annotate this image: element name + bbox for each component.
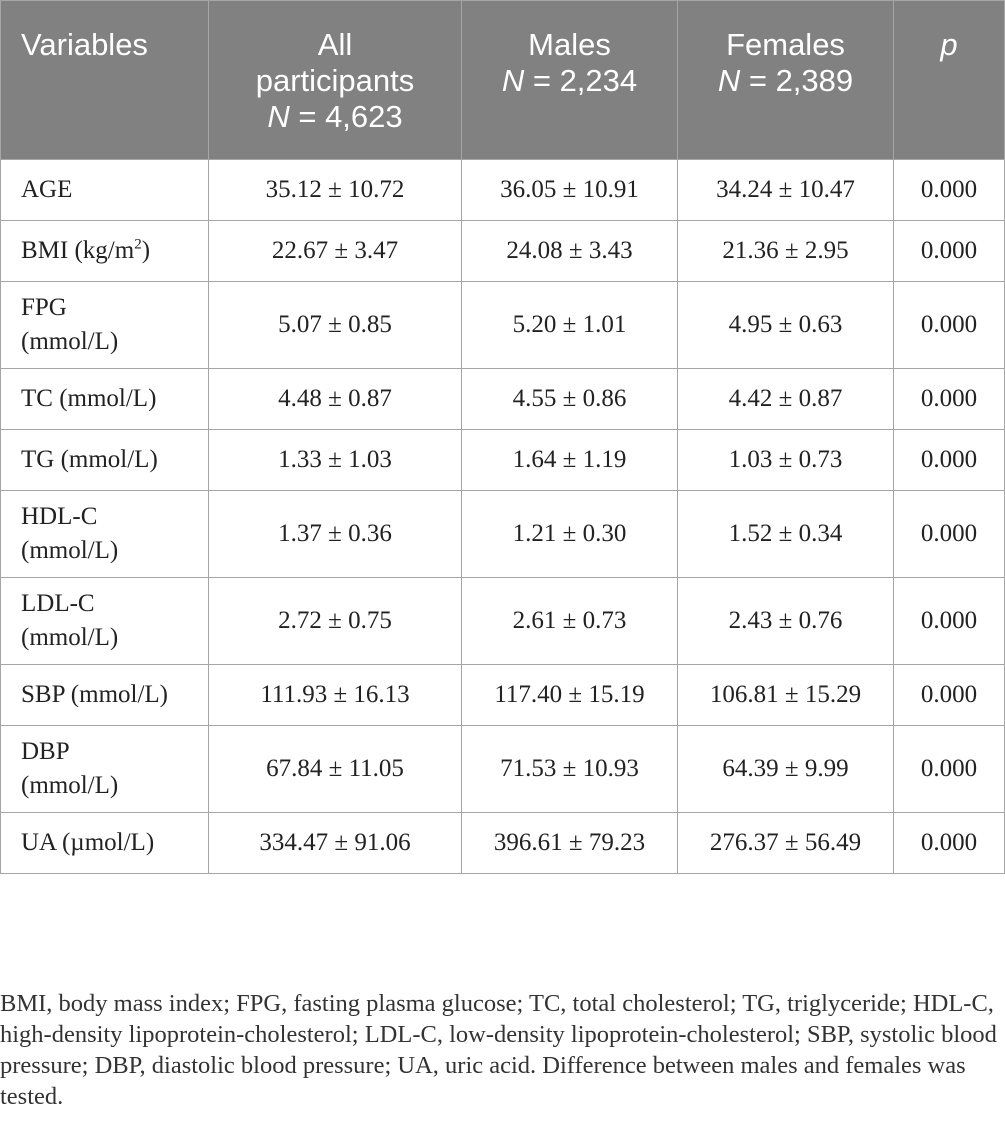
cell-all: 67.84 ± 11.05 (208, 725, 462, 813)
cell-all: 22.67 ± 3.47 (208, 220, 462, 282)
variable-line1: DBP (21, 738, 70, 765)
variable-line2: (mmol/L) (21, 624, 119, 651)
cell-females: 106.81 ± 15.29 (677, 664, 894, 726)
table-row: TG (mmol/L) 1.33 ± 1.03 1.64 ± 1.19 1.03… (0, 429, 1005, 491)
cell-p: 0.000 (893, 490, 1005, 578)
table-row: FPG (mmol/L) 5.07 ± 0.85 5.20 ± 1.01 4.95… (0, 281, 1005, 369)
table-body: AGE 35.12 ± 10.72 36.05 ± 10.91 34.24 ± … (0, 159, 1005, 874)
cell-all: 2.72 ± 0.75 (208, 577, 462, 665)
header-row: Variables All participants N = 4,623 Mal… (0, 0, 1005, 160)
superscript: 2 (134, 236, 142, 253)
cell-males: 71.53 ± 10.93 (461, 725, 678, 813)
row-variable: TG (mmol/L) (0, 429, 209, 491)
cell-all: 111.93 ± 16.13 (208, 664, 462, 726)
row-variable: TC (mmol/L) (0, 368, 209, 430)
row-variable: FPG (mmol/L) (0, 281, 209, 369)
cell-males: 24.08 ± 3.43 (461, 220, 678, 282)
header-females-n-value: = 2,389 (740, 63, 854, 98)
cell-all: 1.37 ± 0.36 (208, 490, 462, 578)
variable-text-end: ) (141, 237, 151, 264)
cell-p: 0.000 (893, 368, 1005, 430)
cell-females: 4.95 ± 0.63 (677, 281, 894, 369)
cell-all: 1.33 ± 1.03 (208, 429, 462, 491)
cell-p: 0.000 (893, 664, 1005, 726)
cell-males: 36.05 ± 10.91 (461, 159, 678, 221)
table-row: TC (mmol/L) 4.48 ± 0.87 4.55 ± 0.86 4.42… (0, 368, 1005, 430)
table-header: Variables All participants N = 4,623 Mal… (0, 0, 1005, 160)
header-all-line2: participants (255, 63, 415, 98)
header-females-n: N = 2,389 (690, 63, 881, 99)
cell-all: 334.47 ± 91.06 (208, 812, 462, 874)
cell-p: 0.000 (893, 281, 1005, 369)
cell-all: 5.07 ± 0.85 (208, 281, 462, 369)
table-row: BMI (kg/m2) 22.67 ± 3.47 24.08 ± 3.43 21… (0, 220, 1005, 282)
cell-females: 1.03 ± 0.73 (677, 429, 894, 491)
cell-females: 64.39 ± 9.99 (677, 725, 894, 813)
cell-males: 396.61 ± 79.23 (461, 812, 678, 874)
cell-all: 35.12 ± 10.72 (208, 159, 462, 221)
table-row: DBP (mmol/L) 67.84 ± 11.05 71.53 ± 10.93 … (0, 725, 1005, 813)
header-females-n-label: N (717, 63, 741, 98)
header-all-participants: All participants N = 4,623 (208, 0, 462, 160)
cell-p: 0.000 (893, 577, 1005, 665)
cell-males: 4.55 ± 0.86 (461, 368, 678, 430)
row-variable: AGE (0, 159, 209, 221)
header-all-n-label: N (267, 99, 290, 134)
cell-males: 1.64 ± 1.19 (461, 429, 678, 491)
row-variable: BMI (kg/m2) (0, 220, 209, 282)
row-variable: DBP (mmol/L) (0, 725, 209, 813)
cell-males: 5.20 ± 1.01 (461, 281, 678, 369)
cell-all: 4.48 ± 0.87 (208, 368, 462, 430)
header-males: Males N = 2,234 (461, 0, 678, 160)
variable-line1: HDL-C (21, 503, 98, 530)
header-all-n-value: = 4,623 (289, 99, 403, 134)
table-row: AGE 35.12 ± 10.72 36.05 ± 10.91 34.24 ± … (0, 159, 1005, 221)
cell-females: 21.36 ± 2.95 (677, 220, 894, 282)
row-variable: HDL-C (mmol/L) (0, 490, 209, 578)
header-all-line1: All (317, 27, 353, 62)
cell-p: 0.000 (893, 429, 1005, 491)
row-variable: LDL-C (mmol/L) (0, 577, 209, 665)
variable-text: BMI (kg/m (21, 237, 135, 264)
variable-line2: (mmol/L) (21, 328, 119, 355)
table-row: LDL-C (mmol/L) 2.72 ± 0.75 2.61 ± 0.73 2.… (0, 577, 1005, 665)
header-variables-label: Variables (21, 27, 148, 62)
cell-males: 1.21 ± 0.30 (461, 490, 678, 578)
cell-p: 0.000 (893, 159, 1005, 221)
table-footnote: BMI, body mass index; FPG, fasting plasm… (0, 990, 997, 1110)
cell-females: 34.24 ± 10.47 (677, 159, 894, 221)
header-males-label: Males (528, 27, 611, 62)
cell-females: 276.37 ± 56.49 (677, 812, 894, 874)
cell-males: 2.61 ± 0.73 (461, 577, 678, 665)
variable-line2: (mmol/L) (21, 537, 119, 564)
cell-females: 2.43 ± 0.76 (677, 577, 894, 665)
header-males-n: N = 2,234 (474, 63, 665, 99)
header-p-label: p (940, 27, 958, 62)
table-row: UA (µmol/L) 334.47 ± 91.06 396.61 ± 79.2… (0, 812, 1005, 874)
row-variable: SBP (mmol/L) (0, 664, 209, 726)
cell-p: 0.000 (893, 812, 1005, 874)
cell-p: 0.000 (893, 220, 1005, 282)
header-variables: Variables (0, 0, 209, 160)
cell-males: 117.40 ± 15.19 (461, 664, 678, 726)
row-variable: UA (µmol/L) (0, 812, 209, 874)
variable-line1: FPG (21, 294, 67, 321)
variable-line2: (mmol/L) (21, 772, 119, 799)
variable-line1: LDL-C (21, 590, 95, 617)
cell-females: 1.52 ± 0.34 (677, 490, 894, 578)
cell-females: 4.42 ± 0.87 (677, 368, 894, 430)
header-males-n-value: = 2,234 (524, 63, 638, 98)
header-females: Females N = 2,389 (677, 0, 894, 160)
header-p: p (893, 0, 1005, 160)
header-males-n-label: N (501, 63, 525, 98)
data-table: Variables All participants N = 4,623 Mal… (0, 0, 1005, 874)
header-females-label: Females (726, 27, 845, 62)
table-row: SBP (mmol/L) 111.93 ± 16.13 117.40 ± 15.… (0, 664, 1005, 726)
cell-p: 0.000 (893, 725, 1005, 813)
table-row: HDL-C (mmol/L) 1.37 ± 0.36 1.21 ± 0.30 1.… (0, 490, 1005, 578)
header-all-n: N = 4,623 (221, 99, 449, 135)
